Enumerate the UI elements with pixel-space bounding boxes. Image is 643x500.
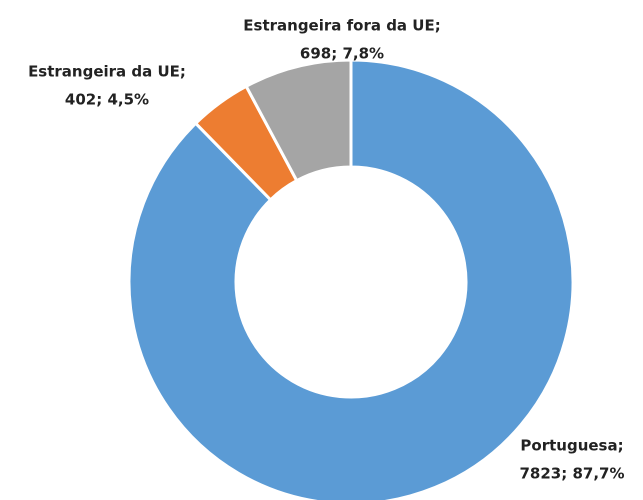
data-label-value: 698; 7,8% — [300, 45, 384, 63]
data-label-name: Estrangeira fora da UE; — [243, 17, 440, 35]
data-label-value: 7823; 87,7% — [519, 465, 624, 483]
donut-slice — [244, 58, 353, 183]
data-label-value: 402; 4,5% — [65, 91, 149, 109]
data-label-name: Estrangeira da UE; — [28, 63, 186, 81]
data-label-name: Portuguesa; — [520, 437, 623, 455]
